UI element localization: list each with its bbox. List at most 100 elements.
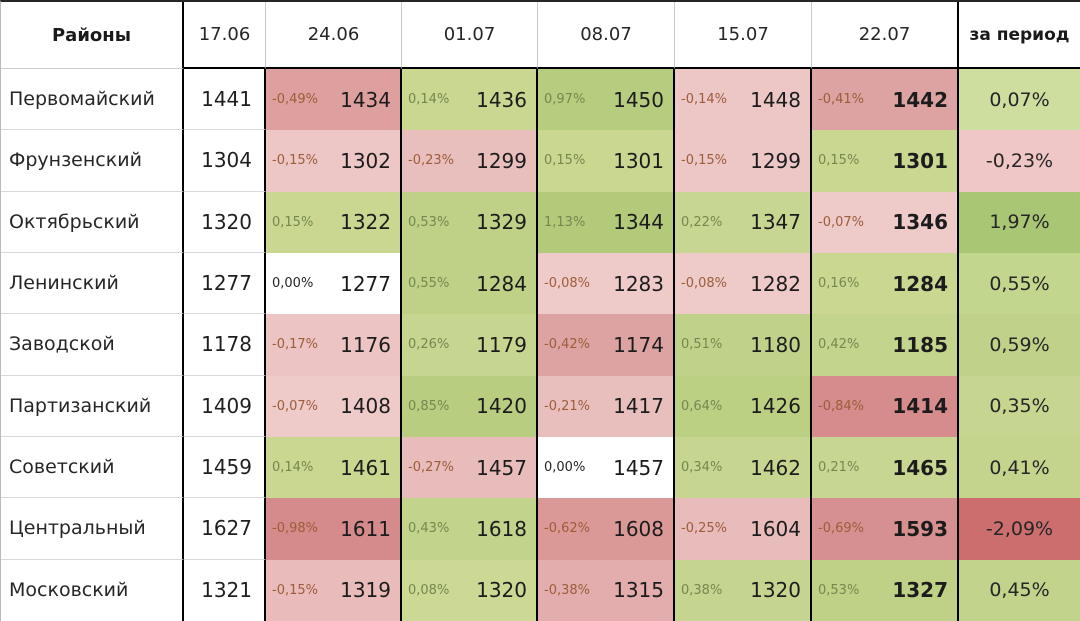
value: 1277 <box>340 271 391 296</box>
pct-change: 0,43% <box>408 521 450 537</box>
change-cell: 0,43% 1618 <box>402 498 538 560</box>
change-cell: -0,25% 1604 <box>675 498 812 560</box>
change-cell: 0,55% 1284 <box>402 252 538 315</box>
period-cell: -0,23% <box>959 130 1080 192</box>
pct-change: 0,14% <box>408 92 450 108</box>
district-name-cell: Московский <box>1 559 184 621</box>
change-cell: 0,14% 1461 <box>266 436 402 499</box>
district-name-cell: Партизанский <box>1 375 184 437</box>
change-cell: 1,13% 1344 <box>538 191 675 253</box>
value: 1604 <box>750 516 801 541</box>
change-cell: -0,98% 1611 <box>266 498 402 560</box>
value: 1299 <box>750 148 801 173</box>
change-cell: 0,00% 1457 <box>538 436 675 499</box>
value: 1346 <box>892 210 948 235</box>
value: 1301 <box>892 148 948 173</box>
base-value-cell: 1441 <box>184 69 266 131</box>
value: 1442 <box>892 87 948 112</box>
column-header-date-15-07: 15.07 <box>675 2 812 69</box>
value: 1417 <box>613 394 664 419</box>
pct-change: 0,64% <box>681 398 723 414</box>
pct-change: -0,08% <box>544 276 590 292</box>
value: 1347 <box>750 210 801 235</box>
column-header-date-24-06: 24.06 <box>266 2 402 69</box>
value: 1436 <box>476 87 527 112</box>
value: 1327 <box>892 578 948 603</box>
pct-change: 0,51% <box>681 337 723 353</box>
value: 1618 <box>476 516 527 541</box>
change-cell: -0,84% 1414 <box>812 375 959 437</box>
base-value-cell: 1320 <box>184 191 266 253</box>
change-cell: -0,15% 1302 <box>266 130 402 192</box>
change-cell: -0,38% 1315 <box>538 559 675 621</box>
change-cell: 0,64% 1426 <box>675 375 812 437</box>
pct-change: -0,27% <box>408 460 454 476</box>
pct-change: 1,13% <box>544 214 586 230</box>
period-cell: 0,35% <box>959 375 1080 437</box>
pct-change: 0,26% <box>408 337 450 353</box>
value: 1457 <box>613 455 664 480</box>
value: 1185 <box>892 332 948 357</box>
column-header-date-17-06: 17.06 <box>184 2 266 69</box>
value: 1426 <box>750 394 801 419</box>
district-name-cell: Центральный <box>1 498 184 560</box>
pct-change: -0,23% <box>408 153 454 169</box>
pct-change: 0,21% <box>818 460 860 476</box>
change-cell: 0,34% 1462 <box>675 436 812 499</box>
pct-change: -0,38% <box>544 582 590 598</box>
base-value-cell: 1277 <box>184 252 266 315</box>
change-cell: -0,23% 1299 <box>402 130 538 192</box>
value: 1408 <box>340 394 391 419</box>
pct-change: -0,15% <box>681 153 727 169</box>
change-cell: -0,69% 1593 <box>812 498 959 560</box>
pct-change: 0,00% <box>544 460 586 476</box>
change-cell: -0,15% 1319 <box>266 559 402 621</box>
pct-change: 0,38% <box>681 582 723 598</box>
base-value-cell: 1304 <box>184 130 266 192</box>
change-cell: -0,21% 1417 <box>538 375 675 437</box>
value: 1302 <box>340 148 391 173</box>
change-cell: -0,08% 1283 <box>538 252 675 315</box>
change-cell: -0,42% 1174 <box>538 314 675 376</box>
value: 1299 <box>476 148 527 173</box>
base-value-cell: 1627 <box>184 498 266 560</box>
pct-change: -0,41% <box>818 92 864 108</box>
change-cell: 0,15% 1301 <box>538 130 675 192</box>
pct-change: -0,49% <box>272 92 318 108</box>
pct-change: -0,42% <box>544 337 590 353</box>
pct-change: 0,53% <box>408 214 450 230</box>
value: 1320 <box>750 578 801 603</box>
column-header-date-01-07: 01.07 <box>402 2 538 69</box>
pct-change: -0,15% <box>272 582 318 598</box>
pct-change: -0,17% <box>272 337 318 353</box>
pct-change: 0,00% <box>272 276 314 292</box>
value: 1611 <box>340 516 391 541</box>
change-cell: -0,15% 1299 <box>675 130 812 192</box>
change-cell: 0,14% 1436 <box>402 69 538 131</box>
value: 1450 <box>613 87 664 112</box>
pct-change: -0,14% <box>681 92 727 108</box>
value: 1319 <box>340 578 391 603</box>
column-header-districts: Районы <box>1 2 184 69</box>
value: 1320 <box>476 578 527 603</box>
pct-change: -0,07% <box>818 214 864 230</box>
pct-change: -0,69% <box>818 521 864 537</box>
pct-change: 0,34% <box>681 460 723 476</box>
pct-change: -0,08% <box>681 276 727 292</box>
change-cell: 0,51% 1180 <box>675 314 812 376</box>
value: 1465 <box>892 455 948 480</box>
change-cell: -0,49% 1434 <box>266 69 402 131</box>
pct-change: 0,14% <box>272 460 314 476</box>
pct-change: 0,85% <box>408 398 450 414</box>
value: 1420 <box>476 394 527 419</box>
base-value-cell: 1409 <box>184 375 266 437</box>
pct-change: 0,15% <box>544 153 586 169</box>
value: 1448 <box>750 87 801 112</box>
change-cell: 0,21% 1465 <box>812 436 959 499</box>
value: 1283 <box>613 271 664 296</box>
pct-change: -0,25% <box>681 521 727 537</box>
base-value-cell: 1321 <box>184 559 266 621</box>
period-cell: 0,59% <box>959 314 1080 376</box>
value: 1608 <box>613 516 664 541</box>
